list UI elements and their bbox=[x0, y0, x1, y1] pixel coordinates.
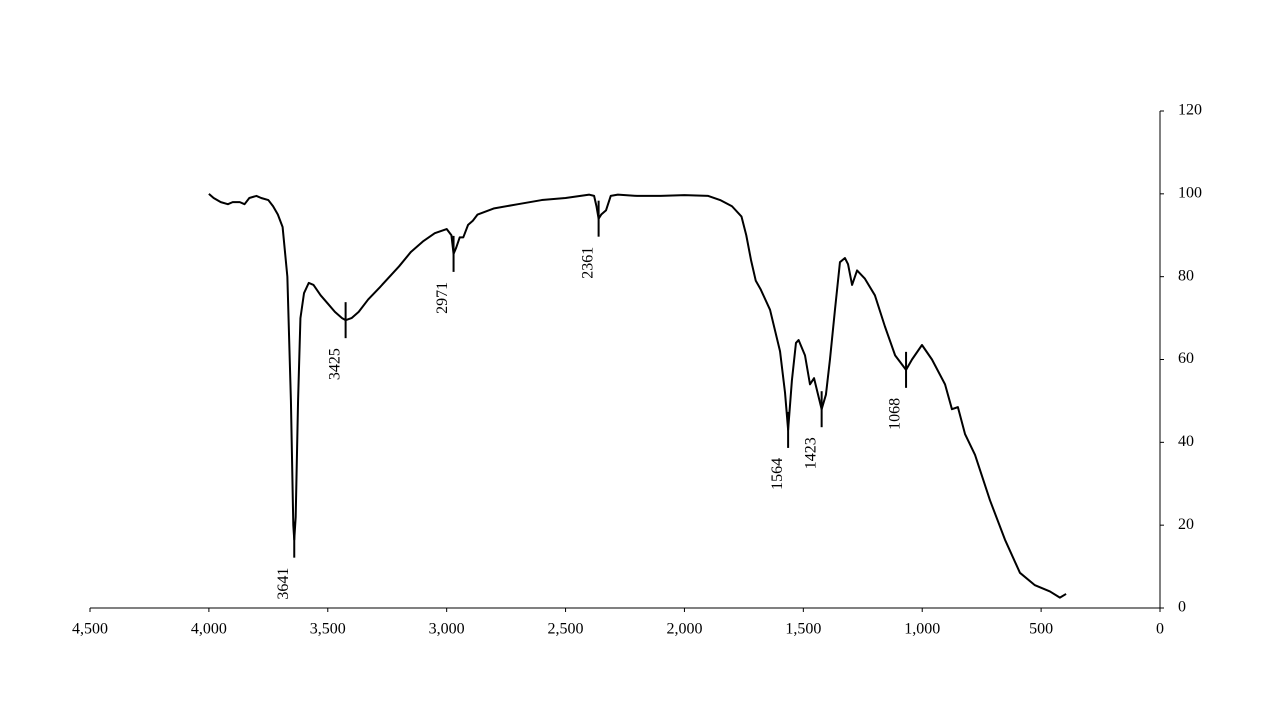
peak-label: 3641 bbox=[275, 568, 292, 600]
y-tick-label: 0 bbox=[1178, 599, 1186, 616]
x-tick-label: 500 bbox=[1029, 621, 1053, 638]
spectrum-line bbox=[208, 193, 1067, 599]
x-tick-label: 0 bbox=[1156, 621, 1164, 638]
x-tick-label: 3,500 bbox=[310, 621, 346, 638]
y-tick-label: 60 bbox=[1178, 350, 1194, 367]
y-tick-label: 100 bbox=[1178, 185, 1202, 202]
x-tick-label: 2,500 bbox=[548, 621, 584, 638]
peak-label: 3425 bbox=[326, 348, 343, 380]
x-tick-label: 1,000 bbox=[904, 621, 940, 638]
peak-label: 1068 bbox=[887, 398, 904, 430]
x-tick-label: 3,000 bbox=[429, 621, 465, 638]
x-tick-label: 4,500 bbox=[72, 621, 108, 638]
y-tick-label: 120 bbox=[1178, 102, 1202, 119]
y-tick-label: 40 bbox=[1178, 433, 1194, 450]
y-tick-label: 20 bbox=[1178, 516, 1194, 533]
x-tick-label: 4,000 bbox=[191, 621, 227, 638]
peak-label: 2361 bbox=[579, 247, 596, 279]
peak-label: 1564 bbox=[769, 458, 786, 490]
y-tick-label: 80 bbox=[1178, 267, 1194, 284]
x-tick-label: 2,000 bbox=[666, 621, 702, 638]
x-tick-label: 1,500 bbox=[785, 621, 821, 638]
peak-label: 1423 bbox=[802, 437, 819, 469]
peak-label: 2971 bbox=[434, 282, 451, 314]
